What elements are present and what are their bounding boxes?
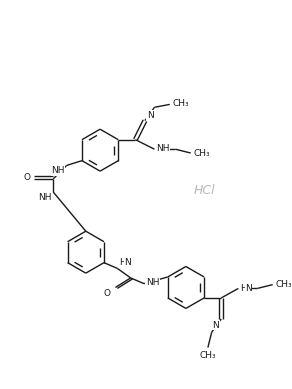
Text: NH: NH bbox=[51, 166, 65, 175]
Text: HCl: HCl bbox=[194, 184, 216, 197]
Text: N: N bbox=[147, 110, 154, 120]
Text: CH₃: CH₃ bbox=[194, 149, 210, 158]
Text: NH: NH bbox=[38, 193, 51, 202]
Text: H: H bbox=[119, 258, 126, 267]
Text: O: O bbox=[23, 173, 30, 182]
Text: N: N bbox=[124, 258, 131, 267]
Text: N: N bbox=[245, 284, 252, 293]
Text: H: H bbox=[240, 284, 247, 293]
Text: NH: NH bbox=[146, 278, 159, 287]
Text: CH₃: CH₃ bbox=[276, 280, 292, 289]
Text: NH: NH bbox=[157, 144, 170, 153]
Text: O: O bbox=[104, 289, 111, 298]
Text: CH₃: CH₃ bbox=[199, 351, 216, 360]
Text: N: N bbox=[213, 321, 219, 330]
Text: CH₃: CH₃ bbox=[173, 99, 189, 108]
